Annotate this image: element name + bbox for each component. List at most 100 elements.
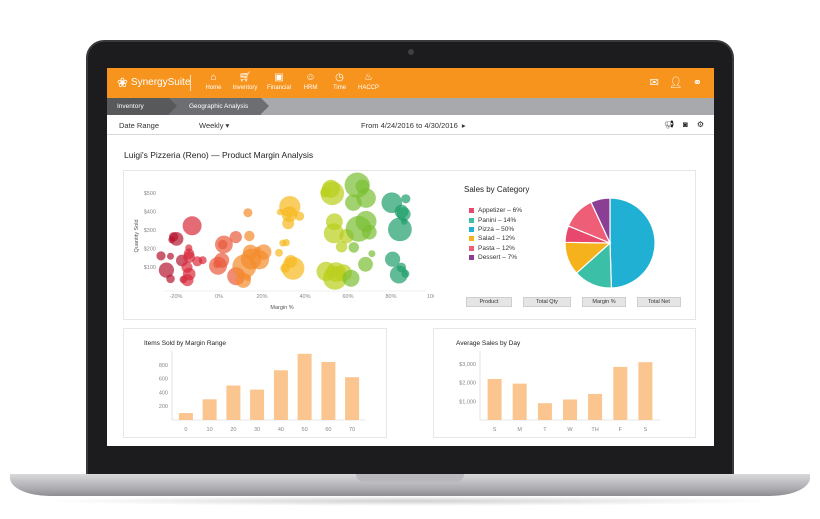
bubble-point[interactable] bbox=[167, 252, 174, 260]
breadcrumb-item-inventory[interactable]: Inventory bbox=[107, 98, 169, 115]
x-tick-label: 40 bbox=[278, 427, 284, 433]
x-tick-label: W bbox=[567, 427, 573, 433]
bar[interactable] bbox=[563, 399, 577, 421]
bubble-point[interactable] bbox=[275, 248, 283, 257]
margin-button[interactable]: Margin % bbox=[582, 297, 626, 307]
legend-label: Pizza – 50% bbox=[478, 225, 515, 233]
money-icon: ▣ bbox=[274, 72, 284, 83]
bar[interactable] bbox=[273, 370, 288, 420]
bubble-point[interactable] bbox=[168, 236, 176, 244]
bar[interactable] bbox=[202, 399, 217, 420]
megaphone-icon[interactable]: 📢︎ bbox=[663, 120, 674, 129]
bubble-point[interactable] bbox=[279, 196, 301, 218]
nav-home[interactable]: ⌂ Home bbox=[199, 71, 228, 91]
gear-icon[interactable]: ⚙ bbox=[696, 120, 704, 129]
legend-label: Dessert – 7% bbox=[478, 254, 518, 262]
bubble-point[interactable] bbox=[348, 242, 360, 253]
bubble-point[interactable] bbox=[249, 250, 269, 270]
bubble-point[interactable] bbox=[401, 194, 411, 204]
bubble-point[interactable] bbox=[342, 269, 360, 287]
bubble-point[interactable] bbox=[158, 262, 174, 278]
breadcrumb-item-geographic-analysis[interactable]: Geographic Analysis bbox=[169, 98, 261, 115]
bubble-point[interactable] bbox=[345, 215, 372, 242]
y-tick-label: 400 bbox=[159, 390, 168, 396]
bubble-point[interactable] bbox=[209, 256, 227, 275]
nav-hrm-label: HRM bbox=[303, 85, 318, 91]
legend-swatch bbox=[469, 236, 474, 242]
nav-time[interactable]: ◷ Time bbox=[325, 71, 354, 91]
bubble-point[interactable] bbox=[368, 250, 376, 258]
pie-slice-dessert[interactable] bbox=[590, 197, 611, 244]
bubble-point[interactable] bbox=[355, 179, 370, 194]
bar[interactable] bbox=[345, 377, 360, 420]
bubble-point[interactable] bbox=[358, 256, 373, 272]
bubble-point[interactable] bbox=[385, 251, 401, 267]
y-tick-label: $3,000 bbox=[459, 362, 476, 368]
bubble-point[interactable] bbox=[182, 267, 196, 281]
legend-item: Pizza – 50% bbox=[469, 225, 522, 234]
bar[interactable] bbox=[178, 413, 193, 420]
legend-item: Panini – 14% bbox=[469, 215, 522, 224]
bubble-point[interactable] bbox=[396, 262, 407, 273]
bar[interactable] bbox=[321, 362, 336, 420]
bubble-point[interactable] bbox=[185, 244, 193, 252]
link-icon[interactable]: ⚭ bbox=[692, 77, 702, 89]
nav-financial[interactable]: ▣ Financial bbox=[262, 71, 296, 91]
bubble-point[interactable] bbox=[156, 251, 166, 261]
bubble-point[interactable] bbox=[166, 274, 175, 284]
bubble-point[interactable] bbox=[381, 192, 403, 213]
bubble-point[interactable] bbox=[388, 217, 412, 242]
bar[interactable] bbox=[297, 353, 312, 420]
y-tick-label: $200 bbox=[144, 247, 156, 253]
nav-inventory[interactable]: 🛒︎ Inventory bbox=[228, 71, 262, 91]
bar[interactable] bbox=[250, 389, 265, 420]
bar[interactable] bbox=[512, 383, 527, 420]
bubble-point[interactable] bbox=[284, 255, 298, 268]
nav-hrm[interactable]: ☺ HRM bbox=[296, 71, 325, 91]
bar[interactable] bbox=[537, 403, 552, 420]
period-select[interactable]: Weekly ▾ bbox=[199, 121, 229, 130]
bar[interactable] bbox=[588, 393, 603, 420]
bar[interactable] bbox=[613, 366, 628, 420]
average-sales-chart-title: Average Sales by Day bbox=[456, 340, 521, 347]
date-range-text: From 4/24/2016 to 4/30/2016 ▸ bbox=[361, 121, 466, 130]
user-icon[interactable]: 👤︎ bbox=[668, 77, 683, 89]
x-tick-label: 40% bbox=[299, 294, 310, 300]
y-tick-label: 800 bbox=[159, 363, 168, 369]
bubble-point[interactable] bbox=[282, 239, 290, 247]
bar[interactable] bbox=[487, 379, 502, 420]
legend-label: Salad – 12% bbox=[478, 235, 515, 243]
bubble-point[interactable] bbox=[335, 241, 348, 253]
pie-slice-pizza[interactable] bbox=[609, 197, 656, 289]
filter-bar: Date Range Weekly ▾ From 4/24/2016 to 4/… bbox=[107, 115, 714, 135]
x-tick-label: 10 bbox=[207, 427, 213, 433]
pie-chart bbox=[564, 197, 656, 289]
product-button[interactable]: Product bbox=[466, 297, 512, 307]
mail-icon[interactable]: ✉ bbox=[649, 77, 659, 89]
bubble-point[interactable] bbox=[401, 269, 410, 278]
bubble-point[interactable] bbox=[321, 179, 340, 198]
total-net-button[interactable]: Total Net bbox=[637, 297, 681, 307]
bubble-point[interactable] bbox=[345, 194, 362, 211]
breadcrumb-label-inventory: Inventory bbox=[117, 103, 144, 110]
bubble-chart: $500 $400 $300 $200 $100 -20% 0% 20% 40% 60% 80% 10… bbox=[134, 172, 434, 311]
bubble-point[interactable] bbox=[229, 231, 242, 244]
bubble-point[interactable] bbox=[217, 239, 228, 250]
bubble-point[interactable] bbox=[323, 223, 344, 244]
flame-icon: ♨ bbox=[364, 72, 373, 83]
nav-haccp[interactable]: ♨ HACCP bbox=[354, 71, 383, 91]
next-arrow-icon[interactable]: ▸ bbox=[461, 121, 466, 130]
bubble-point[interactable] bbox=[244, 230, 255, 242]
bubble-point[interactable] bbox=[182, 216, 202, 236]
bar[interactable] bbox=[638, 362, 653, 420]
laptop-shadow bbox=[40, 496, 780, 506]
bubble-point[interactable] bbox=[401, 218, 408, 225]
bubble-point[interactable] bbox=[198, 256, 207, 265]
camera-icon[interactable]: ◙ bbox=[682, 120, 688, 129]
bubble-point[interactable] bbox=[183, 251, 195, 263]
bubble-point[interactable] bbox=[243, 208, 253, 218]
logo[interactable]: ❀ SynergySuite bbox=[117, 76, 190, 89]
total-qty-button[interactable]: Total Qty bbox=[523, 297, 571, 307]
nav-time-label: Time bbox=[332, 85, 347, 91]
bar[interactable] bbox=[226, 385, 241, 421]
